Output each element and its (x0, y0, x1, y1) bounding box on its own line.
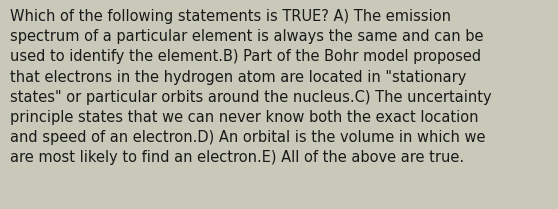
Text: Which of the following statements is TRUE? A) The emission
spectrum of a particu: Which of the following statements is TRU… (10, 9, 492, 165)
